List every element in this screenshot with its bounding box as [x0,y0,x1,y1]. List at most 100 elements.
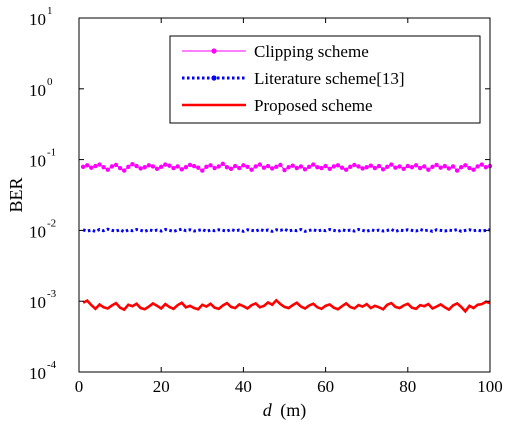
series-0-point-26 [187,162,193,168]
series-0-point-23 [175,164,180,169]
series-0-point-16 [146,163,152,168]
series-0-point-39 [241,163,246,168]
series-0-point-83 [422,164,427,169]
series-0-point-89 [446,166,452,171]
y-tick-label-base-0: 10 [29,364,46,383]
series-0-point-78 [401,166,406,172]
series-0-point-70 [368,163,374,168]
series-0-point-14 [138,166,143,171]
x-tick-label-5: 100 [477,377,503,396]
y-tick-label-exp-1: -3 [47,288,57,300]
series-0-point-0 [80,164,86,170]
series-0-point-20 [163,162,168,167]
series-0-point-19 [159,164,164,170]
series-0-point-84 [426,167,431,172]
series-0-point-22 [171,165,176,171]
series-0-point-56 [311,162,316,167]
series-0-point-55 [306,164,312,170]
x-tick-label-3: 60 [317,377,334,396]
series-0-point-77 [397,164,402,169]
series-0-point-65 [348,164,353,170]
series-0-point-98 [483,165,489,170]
y-tick-label-exp-3: -1 [47,147,56,159]
series-0-point-92 [459,165,464,170]
x-tick-label-0: 0 [75,377,84,396]
series-0-point-37 [232,163,238,169]
y-tick-label-1: 10 -3 [29,288,57,312]
series-0-point-42 [253,164,258,169]
y-tick-label-exp-2: -2 [47,217,56,229]
y-tick-label-5: 10 1 [29,5,53,29]
series-0-point-91 [454,168,460,173]
series-layer [80,161,493,314]
x-axis-label-unit: (m) [280,400,306,421]
series-0-point-85 [430,164,435,170]
series-line-2 [82,298,491,314]
series-0-point-34 [220,161,226,167]
series-0-point-15 [142,165,147,170]
y-tick-label-exp-5: 1 [47,5,53,17]
series-0-point-54 [302,167,308,172]
legend-marker-0 [211,48,217,54]
series-0-point-57 [315,165,320,170]
series-0-point-74 [385,164,390,170]
series-0-point-97 [479,162,484,167]
series-0-point-60 [327,166,332,172]
y-tick-label-exp-4: 0 [47,76,53,88]
series-0-point-59 [323,163,328,169]
series-0-point-58 [319,165,324,171]
series-0-point-11 [126,164,131,170]
series-0-point-1 [85,163,90,168]
y-tick-label-base-3: 10 [29,152,46,171]
series-0-point-44 [261,165,267,170]
series-0-point-47 [274,164,279,170]
y-tick-label-base-2: 10 [29,222,46,241]
series-0-point-3 [93,163,98,169]
series-0-point-63 [339,165,345,170]
series-0-point-28 [195,165,201,170]
x-axis-label: d (m) [263,400,307,421]
series-0-point-96 [475,164,480,169]
series-0-point-82 [417,165,423,171]
series-0-point-67 [356,164,361,169]
series-0-point-45 [265,163,271,169]
series-0-point-35 [224,165,230,170]
x-tick-label-4: 80 [399,377,416,396]
series-0-point-36 [228,166,234,172]
series-0-point-9 [117,165,123,171]
series-0-point-66 [352,162,357,168]
series-0-point-72 [376,163,382,169]
series-0-point-21 [167,163,172,168]
series-0-point-29 [200,168,205,173]
series-0-point-50 [286,165,291,170]
series-0-point-7 [109,164,115,169]
series-0-point-87 [438,165,443,170]
series-0-point-43 [257,162,263,167]
series-0-point-6 [105,167,110,172]
series-0-point-13 [134,163,139,169]
series-0-point-93 [463,163,468,168]
series-0-point-18 [154,166,160,172]
series-line-1 [82,227,491,234]
series-0-point-49 [282,167,287,173]
series-0-point-32 [212,165,217,171]
series-0-point-12 [130,162,135,167]
y-axis-label: BER [6,177,26,212]
series-0-point-31 [208,163,213,168]
series-0-point-51 [290,163,295,168]
series-0-point-46 [269,166,275,171]
series-0-point-41 [249,167,254,172]
series-0-point-68 [360,166,365,171]
legend-label-0: Clipping scheme [254,42,369,61]
series-0-point-24 [179,167,184,172]
series-0-point-61 [331,164,337,169]
series-0-point-62 [335,163,341,168]
legend-marker-1 [211,75,217,81]
x-tick-label-2: 40 [235,377,252,396]
series-0-point-81 [413,163,419,168]
y-tick-label-base-4: 10 [29,81,46,100]
series-0-point-5 [101,165,106,170]
series-0-point-17 [150,164,156,169]
y-tick-label-4: 10 0 [29,76,53,100]
